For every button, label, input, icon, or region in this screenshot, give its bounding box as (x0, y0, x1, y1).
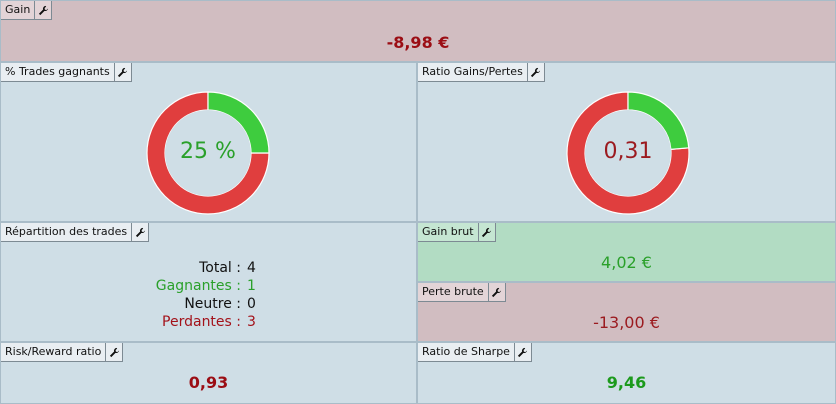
wrench-icon (135, 227, 145, 237)
risk-reward-header: Risk/Reward ratio (1, 343, 124, 362)
win-rate-title: % Trades gagnants (1, 63, 115, 82)
winning-value: 1 (247, 278, 256, 294)
sharpe-settings-button[interactable] (514, 343, 532, 362)
sharpe-panel: Ratio de Sharpe 9,46 (417, 342, 836, 404)
losing-label: Perdantes : (162, 314, 241, 330)
gain-header: Gain (1, 1, 53, 20)
gross-gain-settings-button[interactable] (478, 223, 496, 242)
win-rate-donut-hole (165, 110, 251, 196)
gross-loss-panel: Perte brute -13,00 € (417, 282, 836, 342)
neutral-label: Neutre : (184, 296, 241, 312)
losing-value: 3 (247, 314, 256, 330)
distribution-header: Répartition des trades (1, 223, 150, 242)
distribution-title: Répartition des trades (1, 223, 133, 242)
profit-ratio-value: 0,31 (603, 139, 653, 164)
gross-gain-value: 4,02 € (601, 253, 652, 272)
gross-loss-value: -13,00 € (593, 313, 660, 332)
profit-ratio-donut-hole (585, 110, 671, 196)
wrench-icon (531, 67, 541, 77)
gain-value: -8,98 € (386, 33, 450, 52)
distribution-row-losing: Perdantes : 3 (1, 313, 416, 331)
wrench-icon (118, 67, 128, 77)
risk-reward-settings-button[interactable] (106, 343, 124, 362)
sharpe-value: 9,46 (606, 373, 647, 392)
profit-ratio-header: Ratio Gains/Pertes (418, 63, 545, 82)
wrench-icon (518, 347, 528, 357)
distribution-row-winning: Gagnantes : 1 (1, 277, 416, 295)
profit-ratio-donut (566, 91, 690, 215)
gross-gain-panel: Gain brut 4,02 € (417, 222, 836, 282)
sharpe-title: Ratio de Sharpe (418, 343, 515, 362)
total-label: Total : (199, 260, 241, 276)
gross-loss-title: Perte brute (418, 283, 489, 302)
sharpe-header: Ratio de Sharpe (418, 343, 532, 362)
risk-reward-panel: Risk/Reward ratio 0,93 (0, 342, 417, 404)
total-value: 4 (247, 260, 256, 276)
win-rate-settings-button[interactable] (114, 63, 132, 82)
distribution-panel: Répartition des trades Total : 4 Gagnant… (0, 222, 417, 342)
win-rate-header: % Trades gagnants (1, 63, 132, 82)
win-rate-value: 25 % (180, 139, 236, 164)
profit-ratio-title: Ratio Gains/Pertes (418, 63, 528, 82)
wrench-icon (109, 347, 119, 357)
gross-gain-header: Gain brut (418, 223, 496, 242)
profit-ratio-panel: Ratio Gains/Pertes 0,31 (417, 62, 836, 222)
profit-ratio-settings-button[interactable] (527, 63, 545, 82)
gross-loss-header: Perte brute (418, 283, 506, 302)
wrench-icon (492, 287, 502, 297)
distribution-row-neutral: Neutre : 0 (1, 295, 416, 313)
risk-reward-title: Risk/Reward ratio (1, 343, 107, 362)
neutral-value: 0 (247, 296, 256, 312)
distribution-row-total: Total : 4 (1, 259, 416, 277)
win-rate-donut (146, 91, 270, 215)
winning-label: Gagnantes : (155, 278, 241, 294)
wrench-icon (482, 227, 492, 237)
wrench-icon (38, 5, 48, 15)
gain-panel: Gain -8,98 € (0, 0, 836, 62)
risk-reward-value: 0,93 (188, 373, 229, 392)
gross-gain-title: Gain brut (418, 223, 479, 242)
gain-settings-button[interactable] (35, 1, 53, 20)
distribution-list: Total : 4 Gagnantes : 1 Neutre : 0 Perda… (1, 259, 416, 331)
gross-loss-settings-button[interactable] (488, 283, 506, 302)
gain-title: Gain (1, 1, 36, 20)
win-rate-panel: % Trades gagnants 25 % (0, 62, 417, 222)
distribution-settings-button[interactable] (132, 223, 150, 242)
